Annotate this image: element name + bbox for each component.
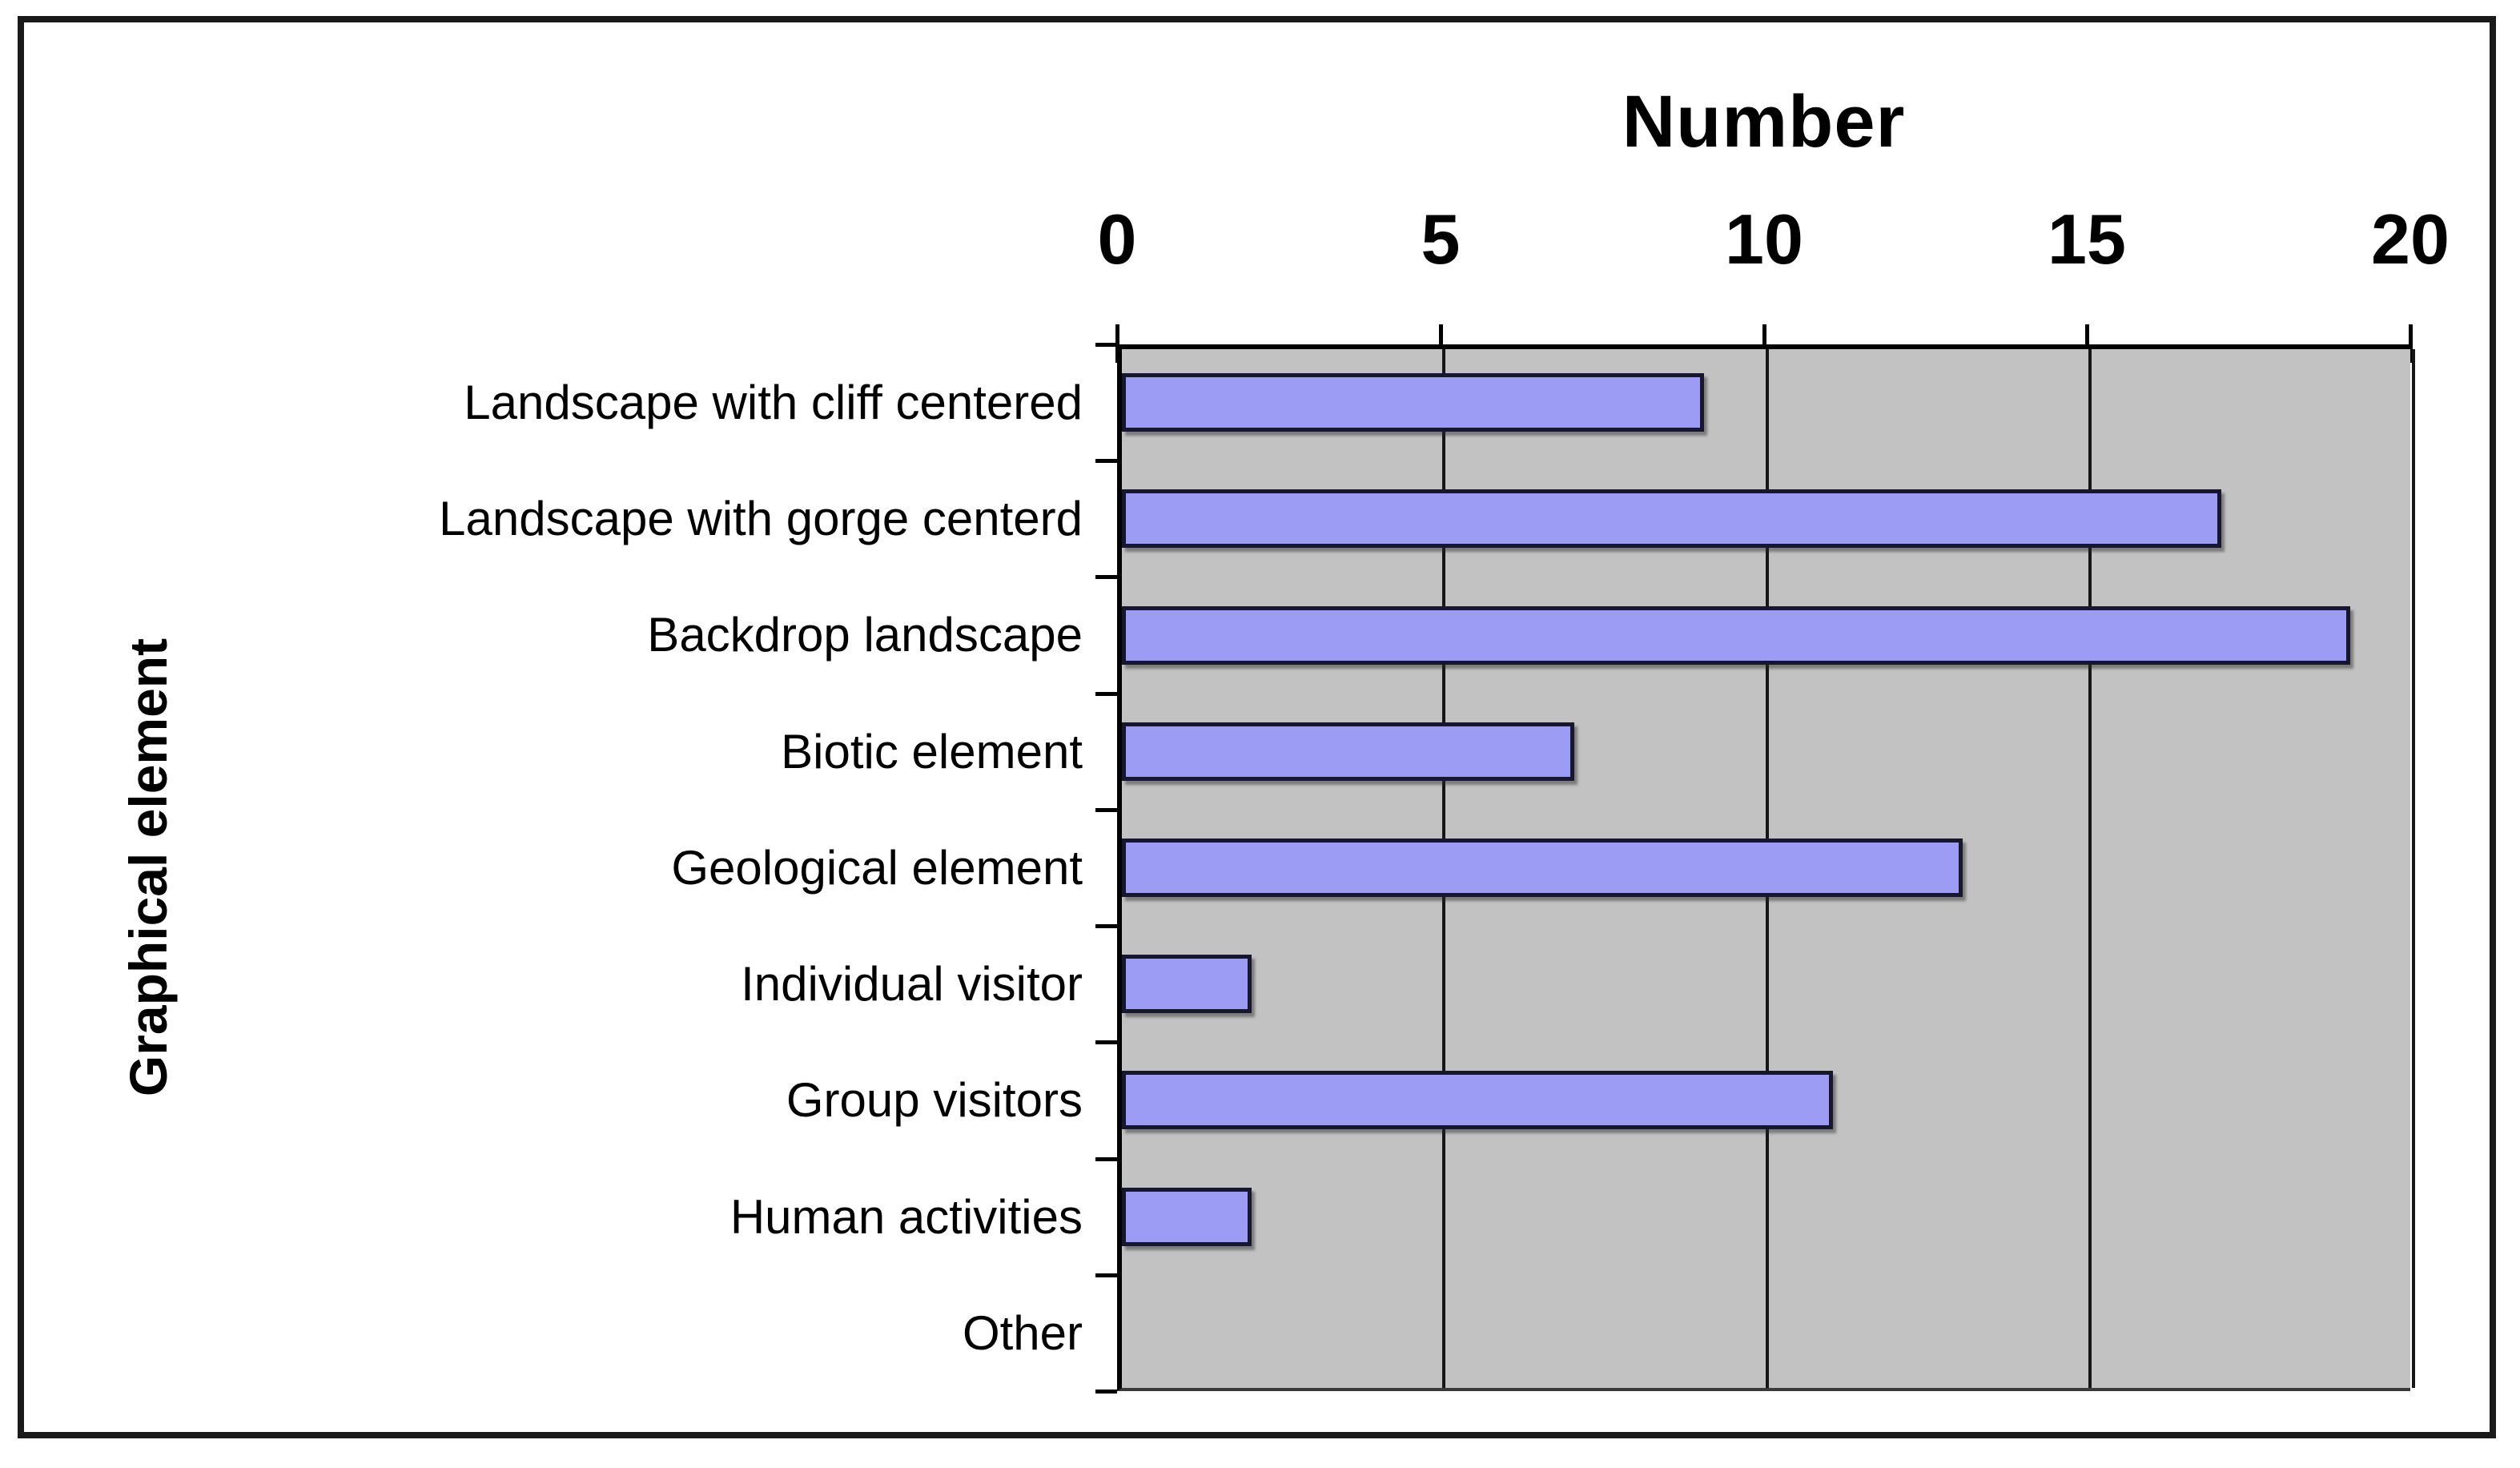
category-axis-tick-5	[1095, 924, 1117, 928]
plot-area	[1117, 344, 2415, 1391]
category-axis-tick-0	[1095, 343, 1117, 347]
category-axis-tick-2	[1095, 575, 1117, 579]
value-axis-tick-10	[1762, 324, 1766, 363]
category-axis-tick-7	[1095, 1157, 1117, 1161]
gridline-x-20	[2412, 349, 2415, 1388]
category-axis-tick-4	[1095, 808, 1117, 812]
category-label-4: Geological element	[671, 841, 1083, 895]
value-axis-tick-5	[1439, 324, 1443, 363]
value-axis-title: Number	[1622, 81, 1906, 163]
category-axis-tick-9	[1095, 1390, 1117, 1394]
bar-1	[1122, 489, 2221, 548]
value-axis-tick-label-20: 20	[2371, 199, 2450, 279]
category-axis-tick-8	[1095, 1273, 1117, 1277]
category-axis-tick-1	[1095, 459, 1117, 463]
value-axis-tick-label-5: 5	[1421, 199, 1461, 279]
gridline-x-15	[2088, 349, 2092, 1388]
category-axis-tick-3	[1095, 692, 1117, 696]
value-axis-tick-label-10: 10	[1725, 199, 1803, 279]
category-label-5: Individual visitor	[741, 957, 1083, 1011]
category-label-1: Landscape with gorge centerd	[439, 492, 1083, 545]
category-label-8: Other	[962, 1306, 1083, 1360]
bar-4	[1122, 839, 1963, 897]
category-label-6: Group visitors	[786, 1073, 1083, 1127]
category-label-7: Human activities	[729, 1190, 1083, 1244]
value-axis-tick-label-0: 0	[1097, 199, 1137, 279]
bar-3	[1122, 722, 1574, 781]
value-axis-tick-15	[2085, 324, 2089, 363]
bar-0	[1122, 373, 1704, 432]
category-label-2: Backdrop landscape	[647, 608, 1083, 662]
bar-2	[1122, 606, 2350, 665]
category-label-3: Biotic element	[781, 725, 1083, 778]
bar-5	[1122, 955, 1252, 1013]
category-axis-title: Graphical element	[119, 637, 178, 1097]
value-axis-tick-20	[2409, 324, 2413, 363]
value-axis-tick-0	[1115, 324, 1119, 363]
bar-7	[1122, 1188, 1252, 1246]
bar-6	[1122, 1071, 1833, 1129]
value-axis-tick-label-15: 15	[2048, 199, 2126, 279]
category-axis-tick-6	[1095, 1040, 1117, 1044]
category-label-0: Landscape with cliff centered	[464, 376, 1083, 429]
